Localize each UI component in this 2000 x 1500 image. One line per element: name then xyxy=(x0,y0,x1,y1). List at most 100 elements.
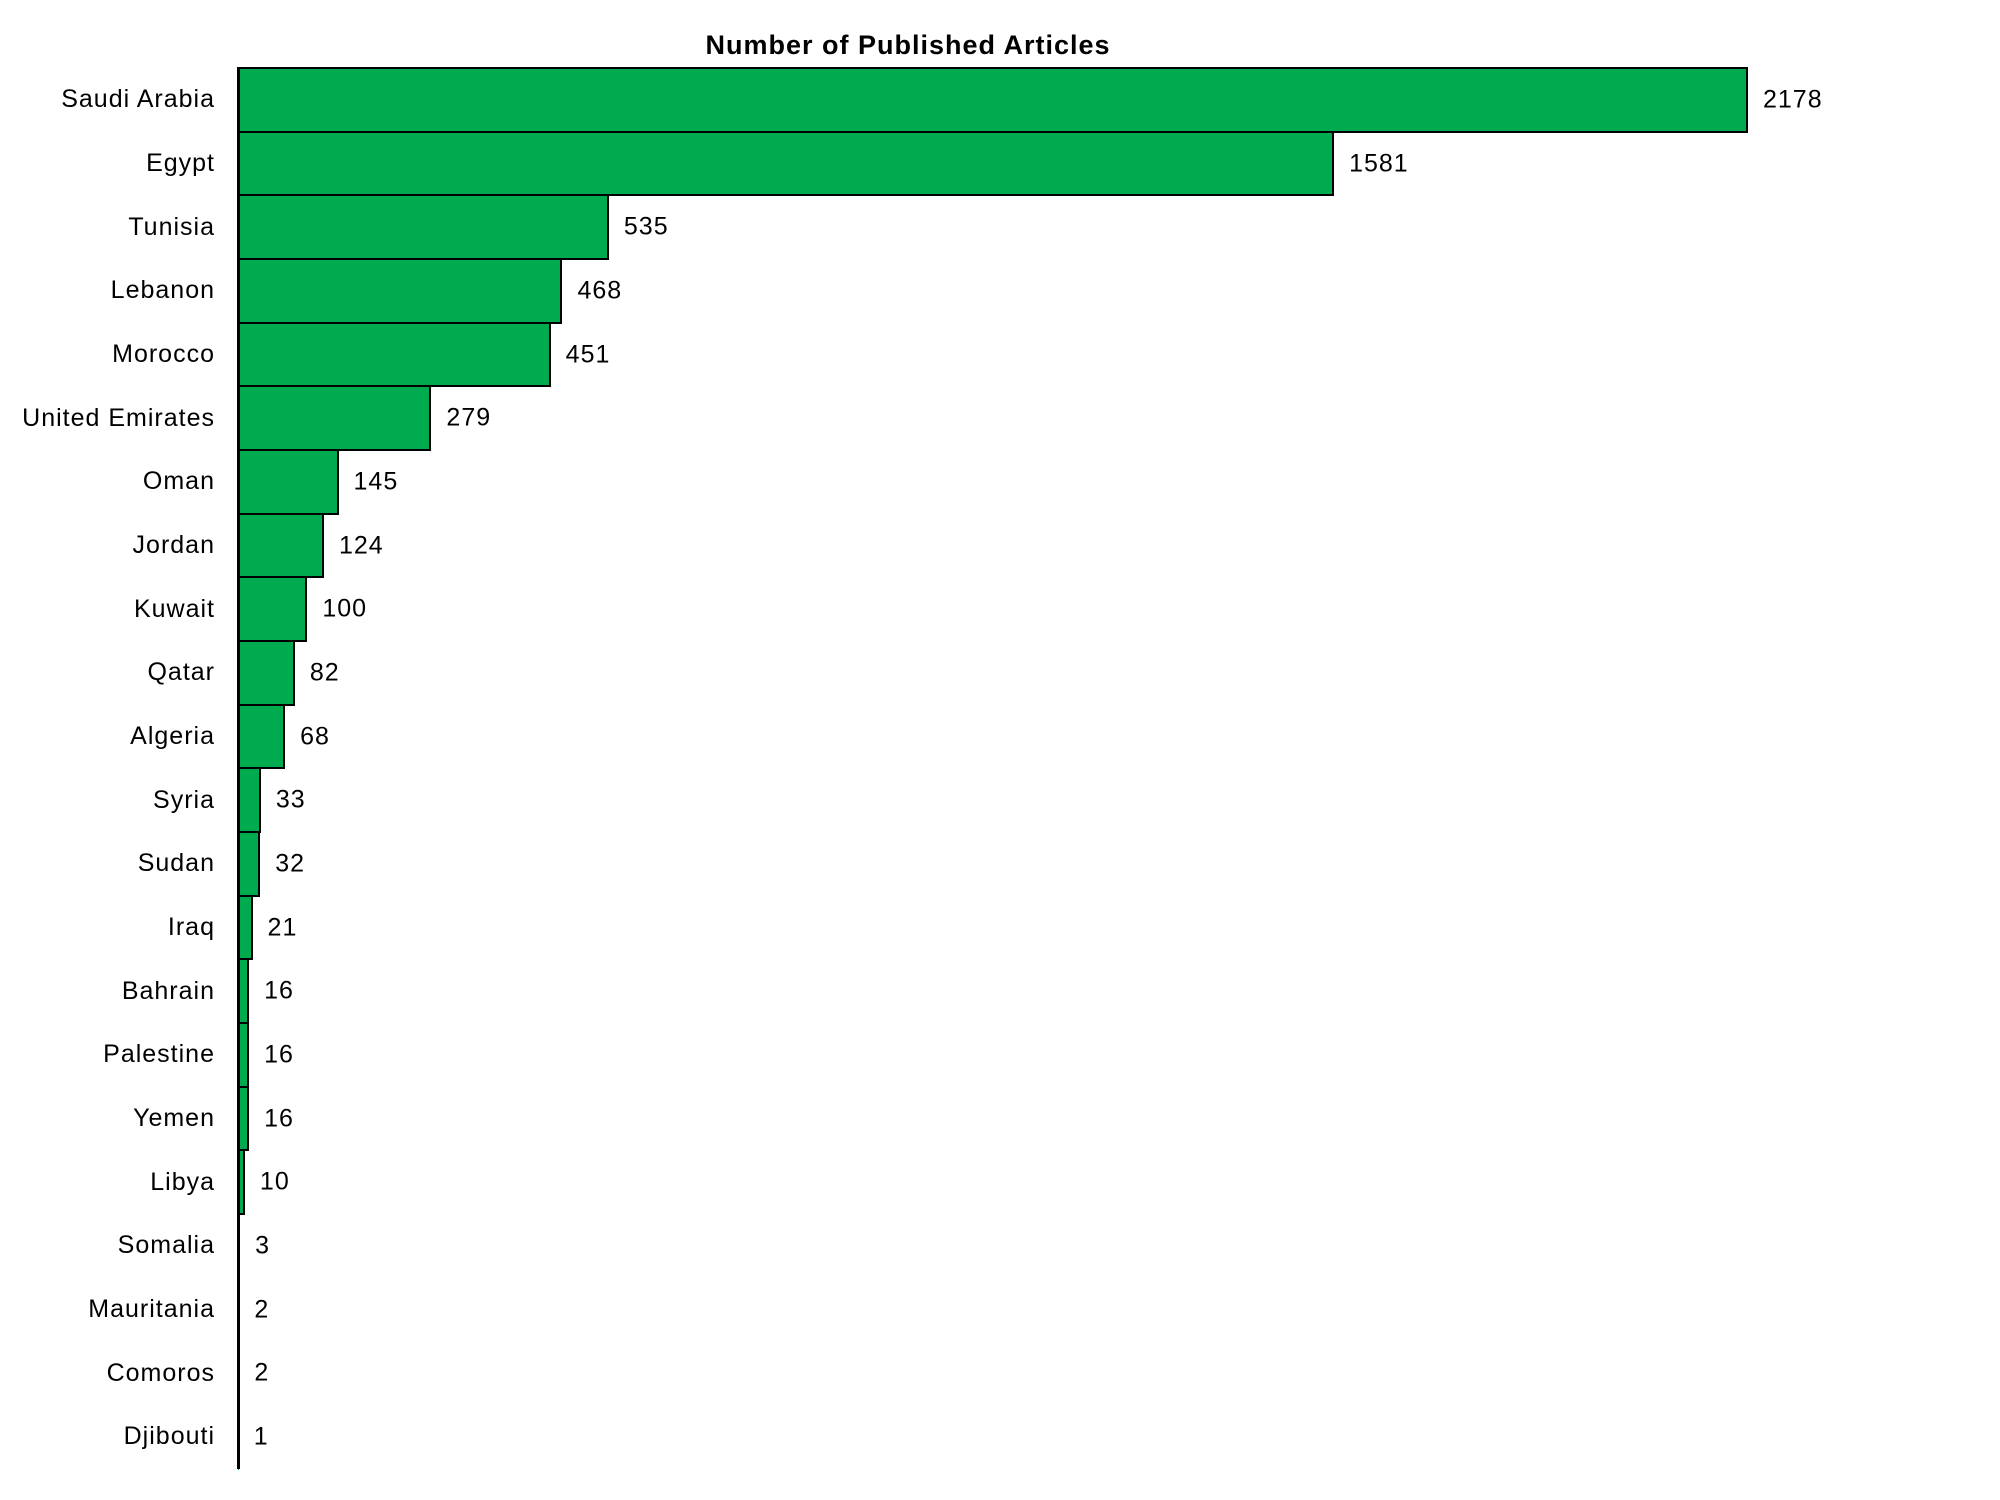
value-label: 16 xyxy=(264,1104,294,1133)
bar-row: Qatar 82 xyxy=(0,640,2000,706)
bar xyxy=(238,640,295,706)
value-label: 2 xyxy=(254,1358,270,1387)
value-label: 100 xyxy=(322,594,368,623)
bar-row: United Emirates 279 xyxy=(0,385,2000,452)
bar-area: 21 xyxy=(238,894,2000,961)
value-label: 145 xyxy=(353,467,399,496)
category-label: Saudi Arabia xyxy=(61,85,215,114)
chart-title: Number of Published Articles xyxy=(705,30,1111,60)
bar-row: Yemen 16 xyxy=(0,1085,2000,1152)
bar-row: Comoros 2 xyxy=(0,1340,2000,1407)
bar xyxy=(238,512,324,579)
category-label: Palestine xyxy=(103,1040,215,1069)
value-label: 535 xyxy=(623,212,669,241)
bar-area: 16 xyxy=(238,958,2000,1025)
category-label: Qatar xyxy=(147,658,215,687)
value-label: 468 xyxy=(577,276,623,305)
category-label: Morocco xyxy=(112,340,215,369)
value-label: 16 xyxy=(264,976,294,1005)
bar-area: 10 xyxy=(238,1149,2000,1216)
bar-area: 100 xyxy=(238,576,2000,643)
bar-area: 535 xyxy=(238,194,2000,261)
category-label: Sudan xyxy=(137,849,215,878)
bar xyxy=(238,831,261,897)
bar xyxy=(238,258,563,324)
value-label: 1581 xyxy=(1349,149,1409,177)
category-label: Comoros xyxy=(106,1358,215,1387)
bar-row: Syria 33 xyxy=(0,767,2000,834)
bar-row: Oman 145 xyxy=(0,449,2000,515)
bar-area: 1581 xyxy=(238,130,2000,197)
bar-area: 3 xyxy=(238,1213,2000,1279)
bar xyxy=(238,130,1335,197)
bar xyxy=(238,67,1748,133)
category-label: Mauritania xyxy=(88,1295,215,1324)
value-label: 16 xyxy=(264,1040,294,1069)
bar-rows: Saudi Arabia 2178 Egypt 1581 Tunisia 535… xyxy=(0,67,2000,1470)
value-label: 82 xyxy=(309,658,340,687)
category-label: Kuwait xyxy=(133,594,215,623)
category-label: Somalia xyxy=(117,1231,215,1260)
bar-area: 279 xyxy=(238,385,2000,452)
bar xyxy=(238,321,551,388)
category-label: Egypt xyxy=(146,149,215,177)
value-label: 32 xyxy=(275,849,305,878)
value-label: 10 xyxy=(259,1167,290,1196)
category-label: Yemen xyxy=(133,1104,215,1133)
bar-area: 468 xyxy=(238,258,2000,324)
bar-area: 33 xyxy=(238,767,2000,834)
bar-row: Algeria 68 xyxy=(0,703,2000,770)
bar xyxy=(238,194,609,261)
y-axis-line xyxy=(237,67,240,1469)
value-label: 279 xyxy=(446,403,492,432)
value-label: 2 xyxy=(254,1295,270,1324)
bar-row: Bahrain 16 xyxy=(0,958,2000,1025)
bar xyxy=(238,576,308,643)
bar xyxy=(238,449,339,515)
bar-row: Mauritania 2 xyxy=(0,1276,2000,1343)
value-label: 1 xyxy=(253,1422,269,1451)
bar-row: Kuwait 100 xyxy=(0,576,2000,643)
bar-row: Iraq 21 xyxy=(0,894,2000,961)
category-label: Tunisia xyxy=(128,212,215,241)
bar-row: Lebanon 468 xyxy=(0,258,2000,324)
bar xyxy=(238,894,253,961)
bar-area: 451 xyxy=(238,321,2000,388)
category-label: United Emirates xyxy=(22,403,215,432)
category-label: Djibouti xyxy=(123,1422,215,1451)
value-label: 68 xyxy=(300,722,330,751)
value-label: 33 xyxy=(275,785,306,814)
value-label: 451 xyxy=(565,340,611,369)
bar xyxy=(238,703,286,770)
bar-row: Jordan 124 xyxy=(0,512,2000,579)
bar-area: 2 xyxy=(238,1276,2000,1343)
bar xyxy=(238,767,261,834)
category-label: Syria xyxy=(153,785,215,814)
bar-area: 68 xyxy=(238,703,2000,770)
category-label: Jordan xyxy=(132,531,215,560)
bar-row: Libya 10 xyxy=(0,1149,2000,1216)
bar-area: 82 xyxy=(238,640,2000,706)
bar-row: Palestine 16 xyxy=(0,1022,2000,1088)
bar-row: Egypt 1581 xyxy=(0,130,2000,197)
category-label: Iraq xyxy=(167,913,215,942)
category-label: Lebanon xyxy=(110,276,215,305)
bar-area: 2 xyxy=(238,1340,2000,1407)
bar-area: 32 xyxy=(238,831,2000,897)
bar-area: 1 xyxy=(238,1404,2000,1470)
value-label: 21 xyxy=(267,913,298,942)
value-label: 2178 xyxy=(1763,85,1823,114)
bar-area: 16 xyxy=(238,1085,2000,1152)
category-label: Oman xyxy=(142,467,215,496)
bar-area: 16 xyxy=(238,1022,2000,1088)
bar-row: Saudi Arabia 2178 xyxy=(0,67,2000,133)
value-label: 3 xyxy=(255,1231,270,1260)
category-label: Libya xyxy=(150,1167,215,1196)
bar-row: Morocco 451 xyxy=(0,321,2000,388)
category-label: Algeria xyxy=(130,722,215,751)
bar-area: 145 xyxy=(238,449,2000,515)
bar-row: Sudan 32 xyxy=(0,831,2000,897)
bar-row: Somalia 3 xyxy=(0,1213,2000,1279)
bar-row: Djibouti 1 xyxy=(0,1404,2000,1470)
